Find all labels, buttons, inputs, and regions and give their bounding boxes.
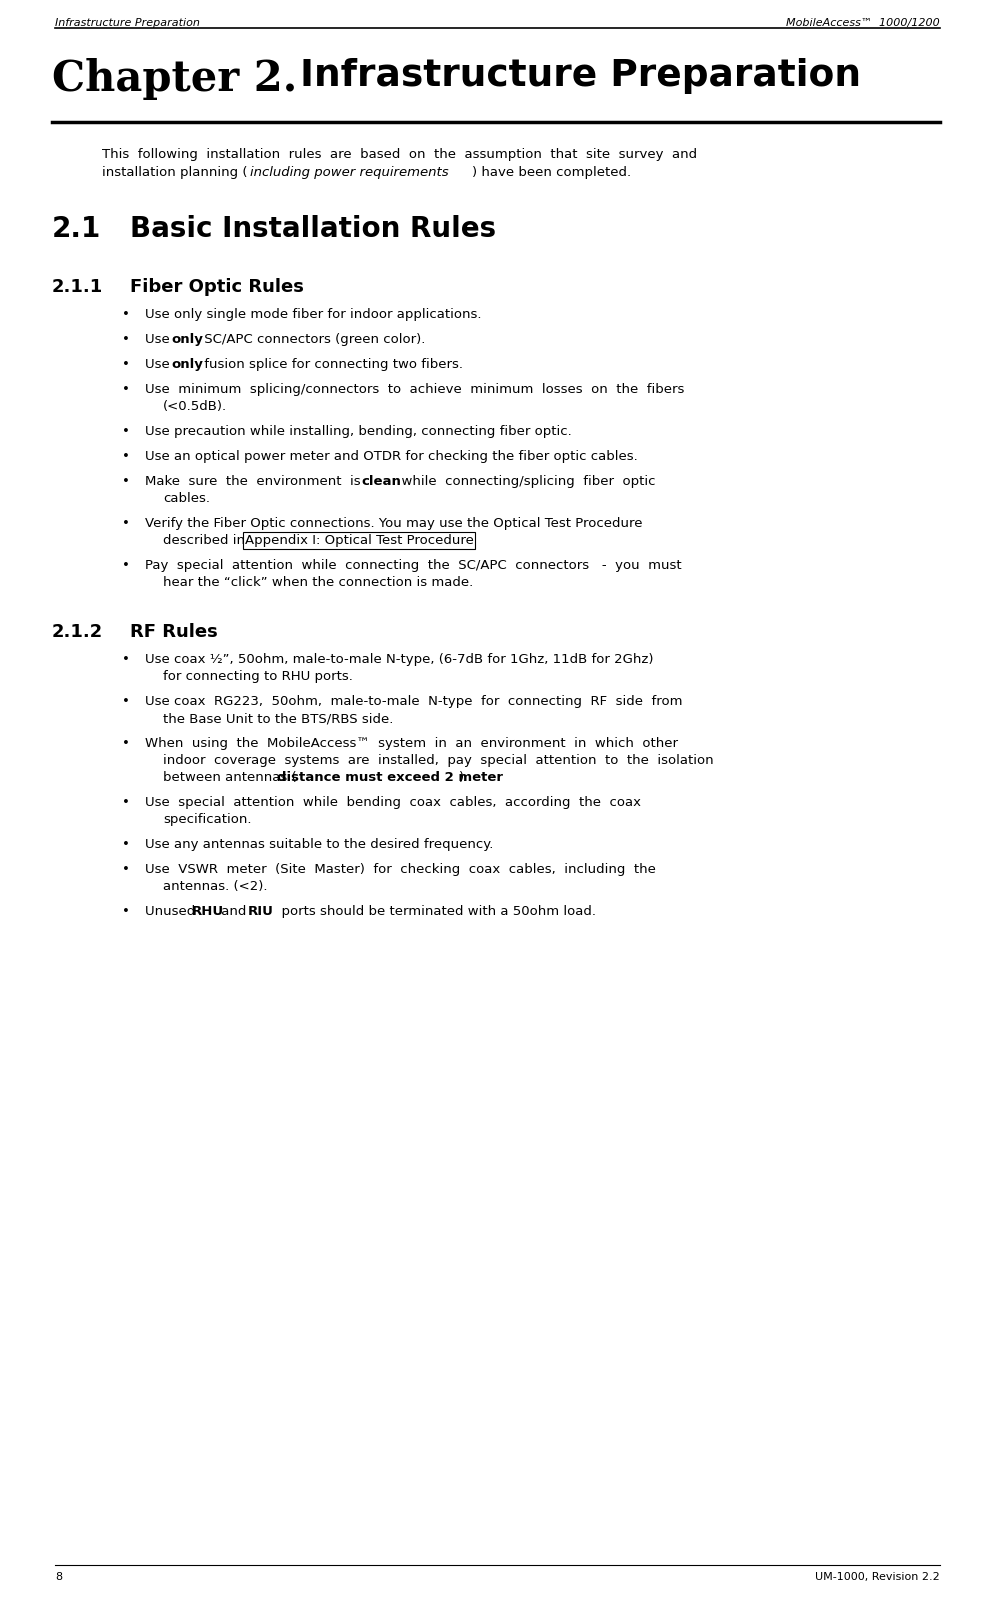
Text: Use: Use bbox=[145, 358, 174, 371]
Text: RHU: RHU bbox=[192, 904, 225, 917]
Text: •: • bbox=[122, 384, 130, 396]
Text: Unused: Unused bbox=[145, 904, 200, 917]
Text: Use coax  RG223,  50ohm,  male-to-male  N-type  for  connecting  RF  side  from: Use coax RG223, 50ohm, male-to-male N-ty… bbox=[145, 695, 683, 708]
Text: •: • bbox=[122, 904, 130, 917]
Text: described in: described in bbox=[163, 534, 249, 547]
Text: specification.: specification. bbox=[163, 813, 251, 826]
Text: Infrastructure Preparation: Infrastructure Preparation bbox=[55, 18, 200, 29]
Text: •: • bbox=[122, 863, 130, 876]
Text: Pay  special  attention  while  connecting  the  SC/APC  connectors   -  you  mu: Pay special attention while connecting t… bbox=[145, 559, 682, 572]
Text: hear the “click” when the connection is made.: hear the “click” when the connection is … bbox=[163, 575, 473, 590]
Text: clean: clean bbox=[361, 475, 401, 487]
Text: cables.: cables. bbox=[163, 492, 210, 505]
Text: 2.1.2: 2.1.2 bbox=[52, 623, 103, 641]
Text: 2.1.1: 2.1.1 bbox=[52, 278, 103, 296]
Text: •: • bbox=[122, 332, 130, 347]
Text: Use  special  attention  while  bending  coax  cables,  according  the  coax: Use special attention while bending coax… bbox=[145, 796, 641, 809]
Text: and: and bbox=[217, 904, 250, 917]
Text: the Base Unit to the BTS/RBS side.: the Base Unit to the BTS/RBS side. bbox=[163, 713, 393, 725]
Text: •: • bbox=[122, 518, 130, 531]
Text: Basic Installation Rules: Basic Installation Rules bbox=[130, 216, 496, 243]
Text: 8: 8 bbox=[55, 1572, 62, 1582]
Text: When  using  the  MobileAccess™  system  in  an  environment  in  which  other: When using the MobileAccess™ system in a… bbox=[145, 737, 678, 749]
Text: SC/APC connectors (green color).: SC/APC connectors (green color). bbox=[200, 332, 426, 347]
Text: •: • bbox=[122, 358, 130, 371]
Text: RIU: RIU bbox=[248, 904, 274, 917]
Text: UM-1000, Revision 2.2: UM-1000, Revision 2.2 bbox=[816, 1572, 940, 1582]
Text: •: • bbox=[122, 451, 130, 463]
Text: •: • bbox=[122, 425, 130, 438]
Text: Chapter 2.: Chapter 2. bbox=[52, 58, 297, 101]
Text: including power requirements: including power requirements bbox=[250, 166, 448, 179]
Text: Appendix I: Optical Test Procedure: Appendix I: Optical Test Procedure bbox=[245, 534, 474, 547]
Text: RF Rules: RF Rules bbox=[130, 623, 218, 641]
Text: •: • bbox=[122, 695, 130, 708]
Text: installation planning (: installation planning ( bbox=[102, 166, 247, 179]
Text: 2.1: 2.1 bbox=[52, 216, 101, 243]
Text: between antennas (: between antennas ( bbox=[163, 770, 296, 785]
Text: •: • bbox=[122, 796, 130, 809]
Text: •: • bbox=[122, 837, 130, 852]
Text: •: • bbox=[122, 475, 130, 487]
Text: •: • bbox=[122, 308, 130, 321]
Text: Use any antennas suitable to the desired frequency.: Use any antennas suitable to the desired… bbox=[145, 837, 493, 852]
Text: Fiber Optic Rules: Fiber Optic Rules bbox=[130, 278, 304, 296]
Text: Make  sure  the  environment  is: Make sure the environment is bbox=[145, 475, 369, 487]
Text: antennas. (<2).: antennas. (<2). bbox=[163, 880, 268, 893]
Text: Use only single mode fiber for indoor applications.: Use only single mode fiber for indoor ap… bbox=[145, 308, 482, 321]
Text: fusion splice for connecting two fibers.: fusion splice for connecting two fibers. bbox=[200, 358, 463, 371]
Text: Use  minimum  splicing/connectors  to  achieve  minimum  losses  on  the  fibers: Use minimum splicing/connectors to achie… bbox=[145, 384, 685, 396]
Text: •: • bbox=[122, 654, 130, 666]
Text: Use an optical power meter and OTDR for checking the fiber optic cables.: Use an optical power meter and OTDR for … bbox=[145, 451, 637, 463]
Text: only: only bbox=[171, 358, 203, 371]
Text: This  following  installation  rules  are  based  on  the  assumption  that  sit: This following installation rules are ba… bbox=[102, 149, 697, 161]
Text: Use: Use bbox=[145, 332, 174, 347]
Text: only: only bbox=[171, 332, 203, 347]
Text: while  connecting/splicing  fiber  optic: while connecting/splicing fiber optic bbox=[393, 475, 655, 487]
Text: indoor  coverage  systems  are  installed,  pay  special  attention  to  the  is: indoor coverage systems are installed, p… bbox=[163, 754, 713, 767]
Text: ports should be terminated with a 50ohm load.: ports should be terminated with a 50ohm … bbox=[273, 904, 596, 917]
Text: ).: ). bbox=[459, 770, 468, 785]
Text: •: • bbox=[122, 559, 130, 572]
Text: Use coax ½”, 50ohm, male-to-male N-type, (6-7dB for 1Ghz, 11dB for 2Ghz): Use coax ½”, 50ohm, male-to-male N-type,… bbox=[145, 654, 653, 666]
Text: Verify the Fiber Optic connections. You may use the Optical Test Procedure: Verify the Fiber Optic connections. You … bbox=[145, 518, 642, 531]
Text: MobileAccess™  1000/1200: MobileAccess™ 1000/1200 bbox=[786, 18, 940, 29]
Text: ) have been completed.: ) have been completed. bbox=[472, 166, 631, 179]
Text: distance must exceed 2 meter: distance must exceed 2 meter bbox=[277, 770, 503, 785]
Text: for connecting to RHU ports.: for connecting to RHU ports. bbox=[163, 670, 353, 682]
Text: Use precaution while installing, bending, connecting fiber optic.: Use precaution while installing, bending… bbox=[145, 425, 571, 438]
Text: Use  VSWR  meter  (Site  Master)  for  checking  coax  cables,  including  the: Use VSWR meter (Site Master) for checkin… bbox=[145, 863, 656, 876]
Text: (<0.5dB).: (<0.5dB). bbox=[163, 400, 228, 412]
Text: •: • bbox=[122, 737, 130, 749]
Text: Infrastructure Preparation: Infrastructure Preparation bbox=[300, 58, 861, 94]
